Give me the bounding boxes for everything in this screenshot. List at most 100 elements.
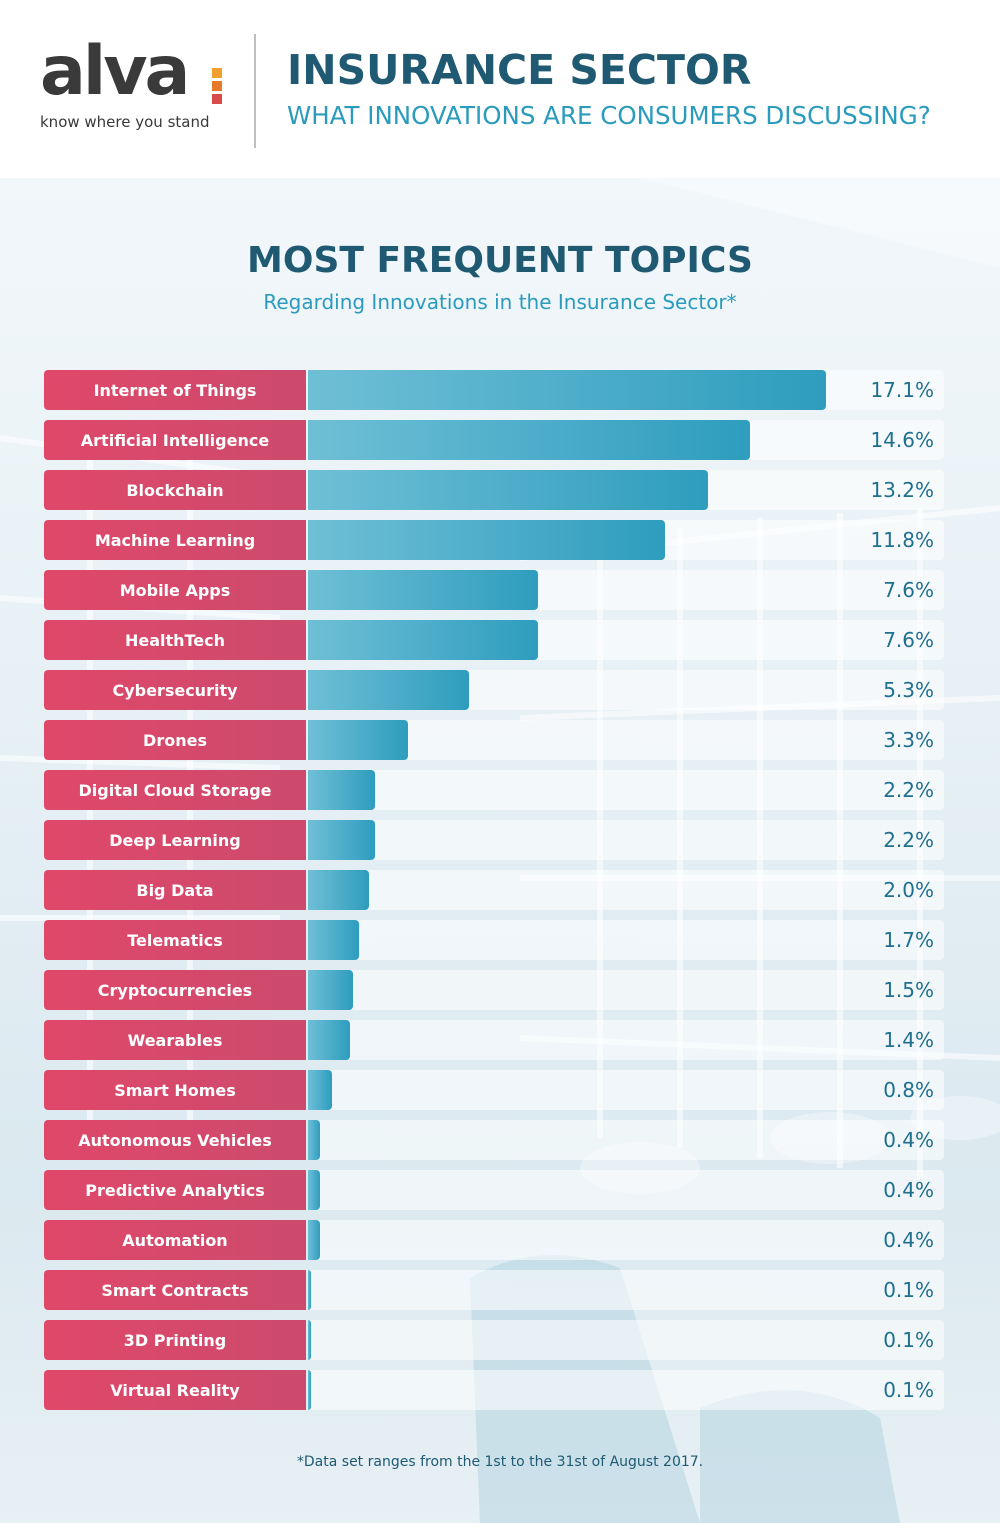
bar-track [308, 1220, 944, 1260]
bar-row: Smart Homes 0.8% [44, 1070, 944, 1110]
bar-track [308, 970, 944, 1010]
bar [308, 370, 826, 410]
chart-subtitle: Regarding Innovations in the Insurance S… [263, 290, 737, 314]
bar-row: Blockchain 13.2% [44, 470, 944, 510]
value-label: 0.1% [883, 1328, 934, 1352]
logo-tagline: know where you stand [40, 113, 210, 131]
bar-row: Machine Learning 11.8% [44, 520, 944, 560]
bar [308, 620, 539, 660]
logo-mark-square-top [212, 68, 222, 78]
bar [308, 670, 469, 710]
category-label: Big Data [44, 870, 306, 910]
category-label: Virtual Reality [44, 1370, 306, 1410]
category-label: Artificial Intelligence [44, 420, 306, 460]
value-label: 1.4% [883, 1028, 934, 1052]
category-label: Blockchain [44, 470, 306, 510]
value-label: 0.4% [883, 1178, 934, 1202]
category-label: Cryptocurrencies [44, 970, 306, 1010]
value-label: 0.8% [883, 1078, 934, 1102]
value-label: 7.6% [883, 578, 934, 602]
category-label: Autonomous Vehicles [44, 1120, 306, 1160]
chart-title: MOST FREQUENT TOPICS [247, 240, 753, 281]
bar [308, 720, 408, 760]
category-label: Smart Homes [44, 1070, 306, 1110]
bar-row: 3D Printing 0.1% [44, 1320, 944, 1360]
bar [308, 920, 360, 960]
bar-track [308, 1070, 944, 1110]
bar-row: Telematics 1.7% [44, 920, 944, 960]
value-label: 13.2% [870, 478, 934, 502]
bar-track [308, 1320, 944, 1360]
category-label: Cybersecurity [44, 670, 306, 710]
value-label: 1.7% [883, 928, 934, 952]
header-divider [254, 34, 256, 148]
bar-track [308, 920, 944, 960]
bar-track [308, 1020, 944, 1060]
bar-track [308, 1120, 944, 1160]
value-label: 2.0% [883, 878, 934, 902]
value-label: 14.6% [870, 428, 934, 452]
value-label: 2.2% [883, 778, 934, 802]
bar-row: HealthTech 7.6% [44, 620, 944, 660]
bar-track [308, 1170, 944, 1210]
bar-row: Internet of Things 17.1% [44, 370, 944, 410]
bar-row: Big Data 2.0% [44, 870, 944, 910]
bar-row: Cybersecurity 5.3% [44, 670, 944, 710]
bar-track [308, 1370, 944, 1410]
logo-mark-square-bottom [212, 94, 222, 104]
bar [308, 420, 751, 460]
bar [308, 770, 375, 810]
bar [308, 1320, 312, 1360]
value-label: 0.4% [883, 1128, 934, 1152]
value-label: 0.1% [883, 1378, 934, 1402]
category-label: Drones [44, 720, 306, 760]
category-label: Telematics [44, 920, 306, 960]
bar [308, 470, 708, 510]
bar [308, 970, 354, 1010]
bar-row: Virtual Reality 0.1% [44, 1370, 944, 1410]
bar [308, 1220, 321, 1260]
bar-row: Mobile Apps 7.6% [44, 570, 944, 610]
bar-row: Smart Contracts 0.1% [44, 1270, 944, 1310]
bar [308, 870, 369, 910]
bar-track [308, 1270, 944, 1310]
bar [308, 1070, 333, 1110]
bar-track [308, 820, 944, 860]
bar [308, 1170, 321, 1210]
bar [308, 820, 375, 860]
category-label: Automation [44, 1220, 306, 1260]
category-label: Mobile Apps [44, 570, 306, 610]
bar-row: Artificial Intelligence 14.6% [44, 420, 944, 460]
category-label: Digital Cloud Storage [44, 770, 306, 810]
bar-row: Automation 0.4% [44, 1220, 944, 1260]
bar-row: Deep Learning 2.2% [44, 820, 944, 860]
bar [308, 1370, 312, 1410]
category-label: 3D Printing [44, 1320, 306, 1360]
bar-track [308, 720, 944, 760]
logo-mark-icon [212, 68, 222, 108]
value-label: 3.3% [883, 728, 934, 752]
bar [308, 1020, 351, 1060]
alva-logo: alva know where you stand [40, 32, 240, 136]
category-label: Wearables [44, 1020, 306, 1060]
bar-row: Cryptocurrencies 1.5% [44, 970, 944, 1010]
value-label: 2.2% [883, 828, 934, 852]
page-title: INSURANCE SECTOR [287, 46, 752, 94]
value-label: 11.8% [870, 528, 934, 552]
bar [308, 1270, 312, 1310]
bar-track [308, 870, 944, 910]
category-label: Internet of Things [44, 370, 306, 410]
bar-row: Autonomous Vehicles 0.4% [44, 1120, 944, 1160]
logo-mark-square-middle [212, 81, 222, 91]
bar [308, 1120, 321, 1160]
category-label: Predictive Analytics [44, 1170, 306, 1210]
category-label: Machine Learning [44, 520, 306, 560]
bar [308, 520, 666, 560]
bar-row: Drones 3.3% [44, 720, 944, 760]
bar-rows: Internet of Things 17.1% Artificial Intell… [0, 178, 1000, 1523]
footnote: *Data set ranges from the 1st to the 31s… [296, 1454, 704, 1470]
bar [308, 570, 539, 610]
value-label: 5.3% [883, 678, 934, 702]
chart-panel: MOST FREQUENT TOPICS Regarding Innovatio… [0, 178, 1000, 1523]
value-label: 17.1% [870, 378, 934, 402]
